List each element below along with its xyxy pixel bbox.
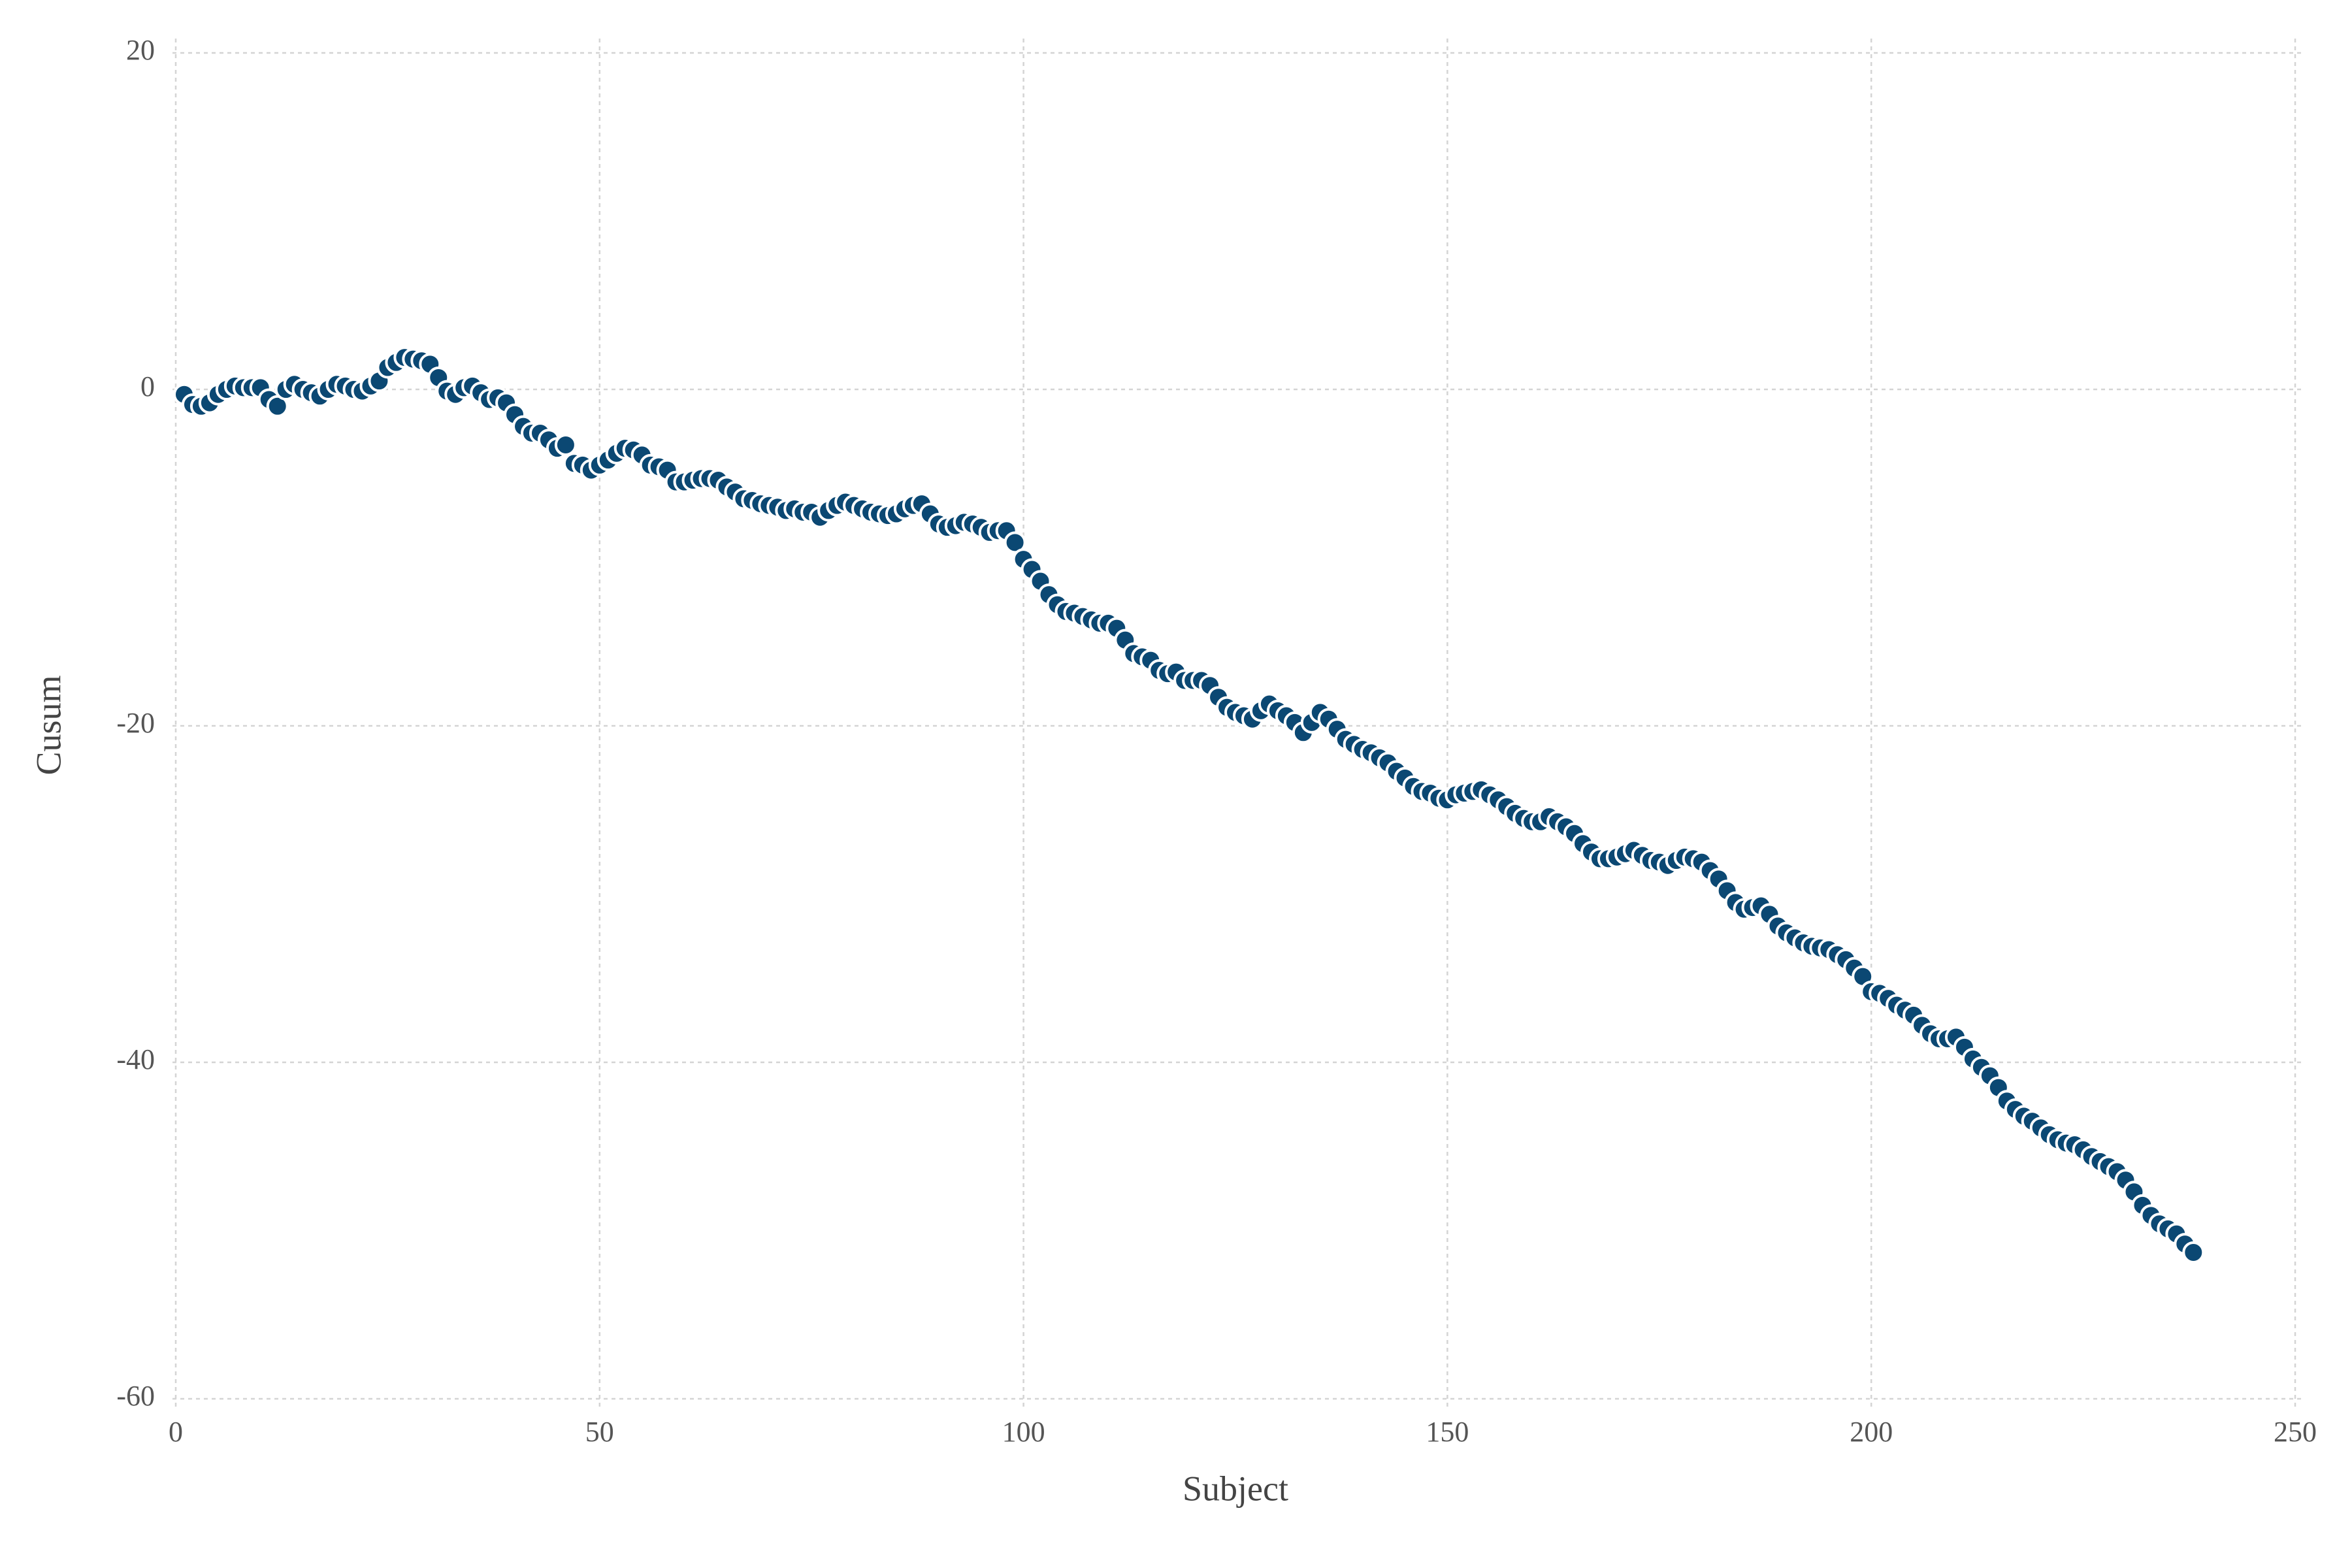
y-tick-label: 0 <box>140 370 155 402</box>
y-tick-label: -20 <box>116 707 155 739</box>
x-tick-label: 0 <box>169 1416 183 1448</box>
x-tick-label: 250 <box>2274 1416 2317 1448</box>
y-tick-label: -40 <box>116 1043 155 1075</box>
y-axis-title: Cusum <box>29 675 68 775</box>
y-tick-label: 20 <box>126 34 155 66</box>
x-tick-label: 100 <box>1002 1416 1045 1448</box>
point <box>554 433 577 456</box>
x-tick-label: 50 <box>585 1416 614 1448</box>
x-axis-title: Subject <box>1183 1469 1288 1508</box>
x-tick-label: 200 <box>1850 1416 1893 1448</box>
x-tick-label: 150 <box>1426 1416 1469 1448</box>
y-tick-label: -60 <box>116 1380 155 1412</box>
point <box>2182 1241 2205 1264</box>
